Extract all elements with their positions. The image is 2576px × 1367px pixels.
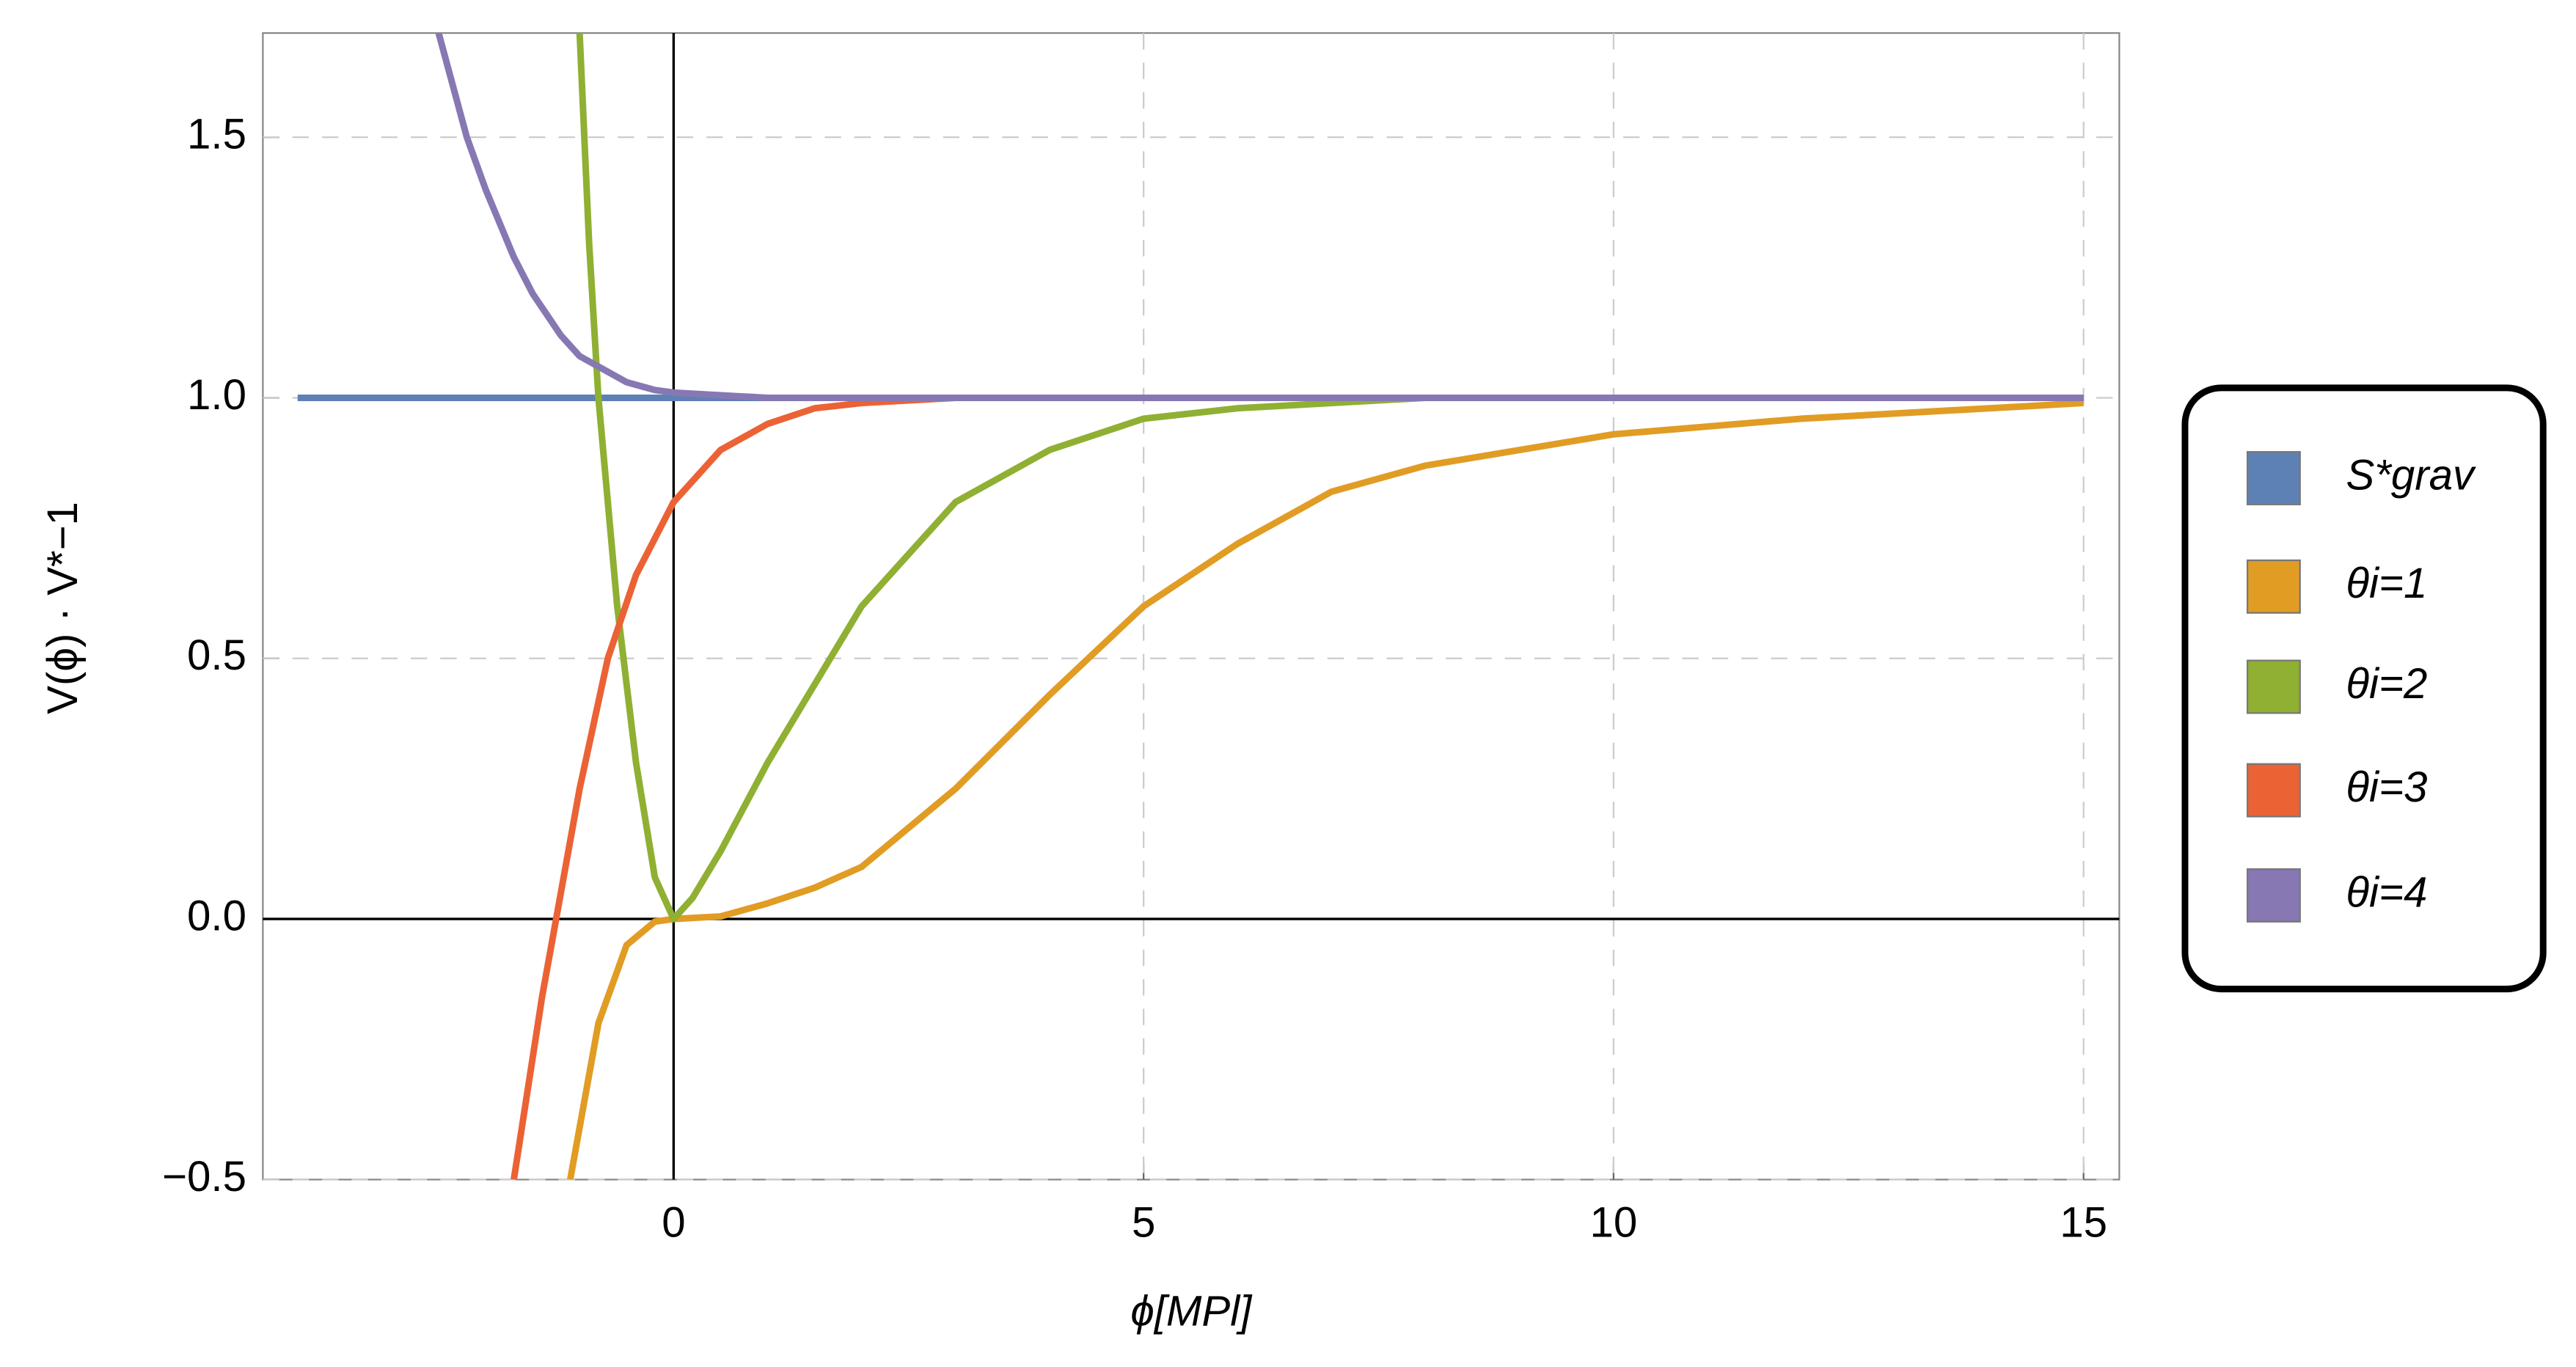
legend-label: θi=2 <box>2346 660 2427 708</box>
legend-label: θi=3 <box>2346 763 2427 811</box>
y-axis-label: V(ϕ) · V*−1 <box>39 502 87 714</box>
series-line <box>567 400 2084 1180</box>
x-tick-label: 15 <box>2060 1199 2107 1247</box>
y-tick-label: 1.5 <box>187 111 246 158</box>
y-tick-label: 0.5 <box>187 631 246 679</box>
y-tick-label: 0.0 <box>187 892 246 939</box>
series-line <box>576 33 2084 923</box>
legend-label: S*grav <box>2346 451 2476 499</box>
series-line <box>435 33 2084 401</box>
legend-swatch <box>2246 659 2301 714</box>
legend-box <box>2181 384 2547 993</box>
series-group <box>297 33 2084 1180</box>
legend-swatch <box>2246 559 2301 614</box>
x-tick-label: 0 <box>662 1199 685 1247</box>
y-tick-label: −0.5 <box>162 1153 246 1201</box>
x-axis-label: ϕ[MPl] <box>1130 1287 1253 1335</box>
legend-label: θi=1 <box>2346 560 2427 607</box>
legend-label: θi=4 <box>2346 868 2427 916</box>
y-tick-label: 1.0 <box>187 371 246 419</box>
x-tick-label: 10 <box>1590 1199 1638 1247</box>
legend-swatch <box>2246 763 2301 818</box>
legend-swatch <box>2246 451 2301 505</box>
x-tick-label: 5 <box>1132 1199 1155 1247</box>
series-line <box>511 394 2084 1180</box>
legend-swatch <box>2246 868 2301 923</box>
